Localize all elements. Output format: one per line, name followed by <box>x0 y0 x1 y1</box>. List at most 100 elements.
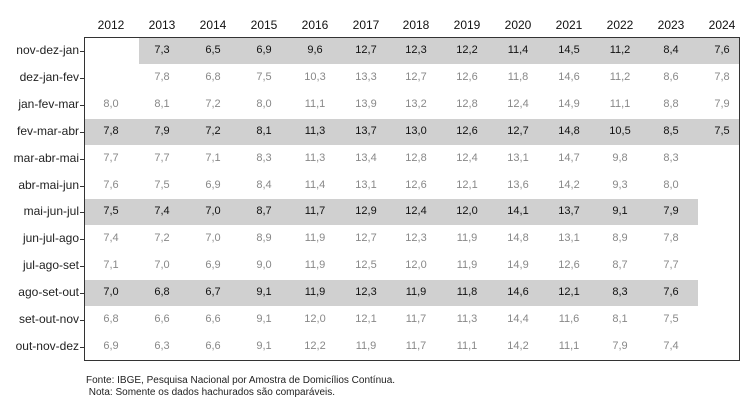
row-tick <box>80 159 84 160</box>
table-cell: 12,3 <box>405 44 427 56</box>
row-label: ago-set-out <box>18 285 79 299</box>
table-cell: 8,3 <box>256 152 272 164</box>
table-cell: 11,3 <box>304 152 326 164</box>
year-header: 2019 <box>453 18 481 32</box>
table-cell: 7,8 <box>154 71 170 83</box>
table-cell: 11,6 <box>558 313 580 325</box>
table-cell: 7,5 <box>154 179 170 191</box>
row-label: fev-mar-abr <box>16 124 79 138</box>
table-cell: 12,6 <box>456 71 478 83</box>
row-label: nov-dez-jan <box>16 43 79 57</box>
table-cell: 12,8 <box>405 152 427 164</box>
year-header: 2016 <box>301 18 329 32</box>
table-cell: 12,6 <box>558 259 580 271</box>
row-tick <box>80 320 84 321</box>
table-cell: 14,2 <box>507 340 529 352</box>
table-cell: 11,2 <box>609 71 631 83</box>
table-cell: 10,5 <box>609 125 631 137</box>
table-cell: 13,9 <box>355 98 377 110</box>
row-label: dez-jan-fev <box>19 70 79 84</box>
year-header: 2015 <box>250 18 278 32</box>
table-cell: 11,9 <box>304 286 326 298</box>
row-label: set-out-nov <box>18 312 79 326</box>
table-cell: 9,1 <box>256 340 272 352</box>
table-cell: 9,1 <box>256 313 272 325</box>
table-cell: 11,1 <box>456 340 478 352</box>
row-tick <box>80 266 84 267</box>
table-cell: 7,0 <box>205 232 221 244</box>
table-cell: 7,9 <box>663 205 679 217</box>
table-cell: 13,1 <box>355 179 377 191</box>
row-tick <box>80 293 84 294</box>
table-cell: 9,6 <box>307 44 323 56</box>
year-header: 2022 <box>606 18 634 32</box>
table-cell: 8,8 <box>663 98 679 110</box>
table-cell: 8,7 <box>612 259 628 271</box>
table-cell: 7,3 <box>154 44 170 56</box>
year-header: 2020 <box>504 18 532 32</box>
table-cell: 11,7 <box>405 340 427 352</box>
table-cell: 12,7 <box>507 125 529 137</box>
comparability-note: Nota: Somente os dados hachurados são co… <box>86 387 336 398</box>
table-cell: 11,3 <box>456 313 478 325</box>
table-cell: 7,1 <box>103 259 119 271</box>
row-tick <box>80 132 84 133</box>
table-cell: 7,5 <box>714 125 730 137</box>
table-cell: 6,9 <box>256 44 272 56</box>
table-cell: 14,1 <box>507 205 529 217</box>
table-cell: 6,8 <box>205 71 221 83</box>
year-header: 2021 <box>555 18 583 32</box>
table-cell: 6,6 <box>205 313 221 325</box>
table-cell: 7,6 <box>103 179 119 191</box>
table-cell: 8,3 <box>612 286 628 298</box>
table-cell: 7,4 <box>103 232 119 244</box>
table-cell: 6,6 <box>154 313 170 325</box>
table-cell: 11,9 <box>304 232 326 244</box>
highlight-band <box>85 280 698 306</box>
table-cell: 11,8 <box>507 71 529 83</box>
year-header: 2018 <box>402 18 430 32</box>
table-cell: 7,5 <box>103 205 119 217</box>
table-cell: 7,4 <box>154 205 170 217</box>
table-cell: 6,3 <box>154 340 170 352</box>
table-cell: 11,4 <box>304 179 326 191</box>
year-header: 2023 <box>657 18 685 32</box>
table-cell: 6,6 <box>205 340 221 352</box>
row-tick <box>80 347 84 348</box>
table-cell: 14,9 <box>558 98 580 110</box>
table-cell: 12,7 <box>355 232 377 244</box>
year-header: 2012 <box>97 18 125 32</box>
table-cell: 11,2 <box>609 44 631 56</box>
table-cell: 8,1 <box>154 98 170 110</box>
table-cell: 11,3 <box>304 125 326 137</box>
row-tick <box>80 105 84 106</box>
table-cell: 7,2 <box>205 98 221 110</box>
table-cell: 13,0 <box>405 125 427 137</box>
table-cell: 7,8 <box>663 232 679 244</box>
table-cell: 11,9 <box>355 340 377 352</box>
table-cell: 8,6 <box>663 71 679 83</box>
table-cell: 8,9 <box>256 232 272 244</box>
table-cell: 7,9 <box>714 98 730 110</box>
table-cell: 6,7 <box>205 286 221 298</box>
table-cell: 12,3 <box>405 232 427 244</box>
table-cell: 14,9 <box>507 259 529 271</box>
table-cell: 8,0 <box>256 98 272 110</box>
highlight-band <box>85 119 739 145</box>
table-cell: 12,4 <box>456 152 478 164</box>
table-cell: 12,9 <box>355 205 377 217</box>
table-cell: 6,5 <box>205 44 221 56</box>
table-cell: 8,4 <box>663 44 679 56</box>
table-cell: 12,1 <box>456 179 478 191</box>
table-cell: 11,1 <box>558 340 580 352</box>
table-cell: 9,1 <box>256 286 272 298</box>
table-cell: 11,9 <box>456 232 478 244</box>
table-cell: 9,1 <box>612 205 628 217</box>
table-cell: 13,7 <box>558 205 580 217</box>
table-cell: 8,4 <box>256 179 272 191</box>
table-cell: 9,0 <box>256 259 272 271</box>
table-cell: 6,9 <box>205 179 221 191</box>
row-label: jan-fev-mar <box>18 97 79 111</box>
table-cell: 11,4 <box>507 44 529 56</box>
table-cell: 13,6 <box>507 179 529 191</box>
